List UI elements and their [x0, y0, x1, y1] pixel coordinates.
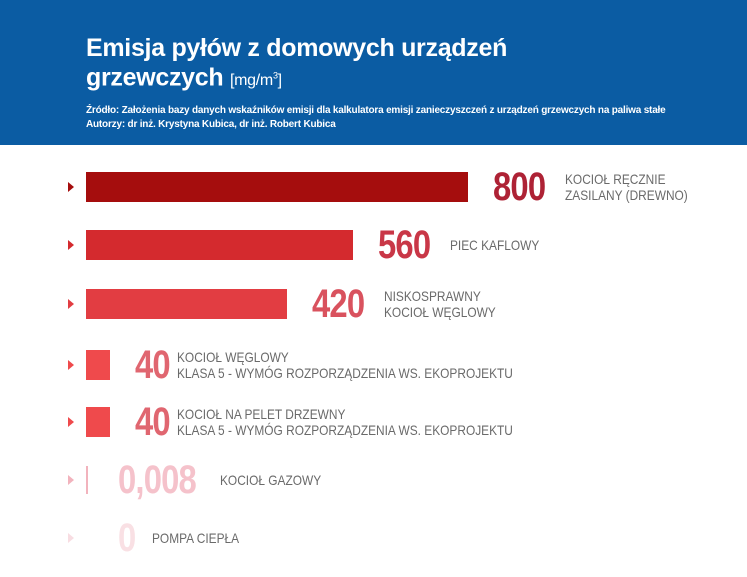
source-text: Źródło: Założenia bazy danych wskaźników… [86, 105, 666, 116]
category-label: KOCIOŁ RĘCZNIE ZASILANY (DREWNO) [565, 171, 688, 203]
arrow-marker-icon [68, 240, 74, 250]
bar [86, 289, 287, 319]
arrow-marker-icon [68, 299, 74, 309]
bar-row: 0 POMPA CIEPŁA [0, 513, 747, 563]
bar [86, 466, 88, 494]
category-label: POMPA CIEPŁA [152, 530, 239, 546]
chart-title: Emisja pyłów z domowych urządzeń grzewcz… [86, 34, 507, 95]
bar-row: 560 PIEC KAFLOWY [0, 220, 747, 270]
category-label-line: KLASA 5 - WYMÓG ROZPORZĄDZENIA WS. EKOPR… [177, 365, 513, 381]
bar-row: 0,008 KOCIOŁ GAZOWY [0, 455, 747, 505]
arrow-marker-icon [68, 360, 74, 370]
bar [86, 172, 468, 202]
value-label: 40 [135, 343, 171, 387]
title-line-2: grzewczych [86, 63, 224, 92]
category-label: NISKOSPRAWNY KOCIOŁ WĘGLOWY [384, 288, 496, 320]
bar-row: 800 KOCIOŁ RĘCZNIE ZASILANY (DREWNO) [0, 162, 747, 212]
arrow-marker-icon [68, 182, 74, 192]
value-label: 0,008 [118, 458, 197, 502]
header-banner: Emisja pyłów z domowych urządzeń grzewcz… [0, 0, 747, 145]
bar [86, 350, 110, 380]
bar-row: 40 KOCIOŁ NA PELET DRZEWNY KLASA 5 - WYMÓG… [0, 397, 747, 447]
bar [86, 407, 110, 437]
bar-row: 40 KOCIOŁ WĘGLOWY KLASA 5 - WYMÓG ROZPORZĄ… [0, 340, 747, 390]
category-label-line: NISKOSPRAWNY [383, 288, 481, 304]
category-label-line: POMPA CIEPŁA [152, 530, 240, 546]
arrow-marker-icon [68, 533, 74, 543]
bar [86, 230, 354, 260]
category-label: PIEC KAFLOWY [450, 237, 539, 253]
bar-row: 420 NISKOSPRAWNY KOCIOŁ WĘGLOWY [0, 279, 747, 329]
authors-text: Autorzy: dr inż. Krystyna Kubica, dr inż… [86, 119, 336, 130]
category-label-line: KOCIOŁ WĘGLOWY [177, 349, 289, 365]
category-label-line: KOCIOŁ NA PELET DRZEWNY [177, 406, 346, 422]
category-label-line: KOCIOŁ WĘGLOWY [383, 304, 496, 320]
arrow-marker-icon [68, 475, 74, 485]
value-label: 40 [135, 400, 171, 444]
category-label: KOCIOŁ GAZOWY [220, 472, 321, 488]
unit-label: [mg/m3] [230, 71, 282, 90]
category-label: KOCIOŁ WĘGLOWY KLASA 5 - WYMÓG ROZPORZĄDZ… [177, 349, 513, 381]
arrow-marker-icon [68, 417, 74, 427]
title-line-1: Emisja pyłów z domowych urządzeń [86, 34, 508, 62]
source-note: Źródło: Założenia bazy danych wskaźników… [86, 104, 666, 132]
category-label-line: PIEC KAFLOWY [450, 237, 540, 253]
value-label: 560 [378, 223, 431, 267]
category-label-line: KOCIOŁ RĘCZNIE [565, 171, 666, 187]
category-label-line: ZASILANY (DREWNO) [565, 187, 688, 203]
category-label: KOCIOŁ NA PELET DRZEWNY KLASA 5 - WYMÓG R… [177, 406, 513, 438]
value-label: 0 [118, 516, 136, 560]
value-label: 800 [493, 165, 546, 209]
category-label-line: KLASA 5 - WYMÓG ROZPORZĄDZENIA WS. EKOPR… [177, 422, 513, 438]
value-label: 420 [311, 282, 365, 326]
category-label-line: KOCIOŁ GAZOWY [220, 472, 322, 488]
